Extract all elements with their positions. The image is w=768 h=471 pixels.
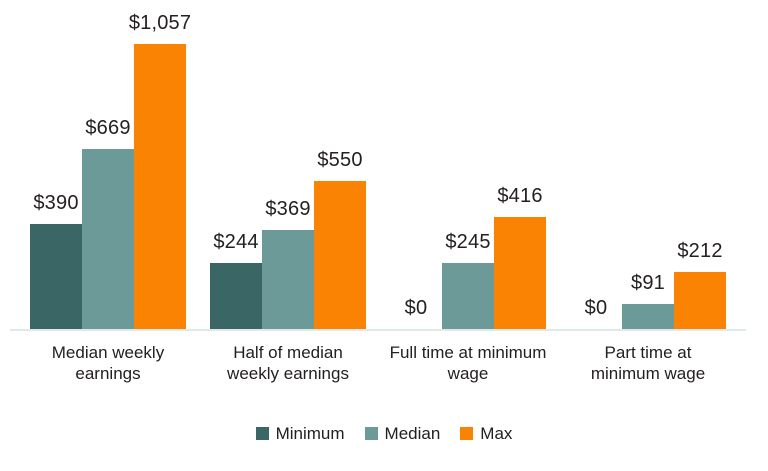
bar-cell: $245	[442, 2, 494, 329]
bar-median-half-of-median-weekly-earnings	[262, 230, 314, 329]
category-label-half-of-median-weekly-earnings: Half of median weekly earnings	[227, 343, 349, 383]
bar-minimum-half-of-median-weekly-earnings	[210, 263, 262, 329]
bar-cell: $0	[570, 2, 622, 329]
bar-value-label: $244	[213, 231, 259, 253]
legend-swatch-icon	[364, 427, 378, 440]
bar-value-label: $416	[497, 185, 543, 207]
bar-value-label: $669	[85, 117, 131, 139]
bar-value-label: $0	[404, 297, 428, 319]
bar-median-median-weekly-earnings	[82, 149, 134, 329]
legend-label: Max	[480, 424, 513, 443]
bar-group-full-time-at-minimum-wage: $0 $245 $416	[390, 2, 546, 329]
bar-value-label: $245	[445, 231, 491, 253]
bar-value-label: $0	[584, 297, 608, 319]
bar-cell: $669	[82, 2, 134, 329]
legend-label: Median	[384, 424, 441, 443]
bar-cell: $91	[622, 2, 674, 329]
legend-item-minimum: Minimum	[255, 424, 345, 443]
category-label-full-time-at-minimum-wage: Full time at minimum wage	[389, 343, 547, 383]
bar-median-part-time-at-minimum-wage	[622, 304, 674, 329]
bar-value-label: $390	[33, 192, 79, 214]
legend: Minimum Median Max	[0, 425, 768, 442]
category-label-part-time-at-minimum-wage: Part time at minimum wage	[590, 343, 706, 383]
bar-value-label: $91	[631, 272, 665, 294]
legend-swatch-icon	[255, 427, 269, 440]
bar-cell: $416	[494, 2, 546, 329]
x-axis-line	[10, 329, 746, 331]
bar-cell: $244	[210, 2, 262, 329]
bar-max-median-weekly-earnings	[134, 44, 186, 329]
bar-cell: $212	[674, 2, 726, 329]
plot-area: $390 $669 $1,057 $244 $369 $550 $0 $245 $416 $0 $9…	[10, 2, 746, 331]
bar-cell: $1,057	[129, 2, 191, 329]
bar-value-label: $212	[677, 240, 723, 262]
legend-item-max: Max	[460, 425, 512, 442]
bar-group-part-time-at-minimum-wage: $0 $91 $212	[570, 2, 726, 329]
legend-swatch-icon	[460, 427, 474, 440]
bar-cell: $390	[30, 2, 82, 329]
bar-value-label: $1,057	[128, 12, 192, 34]
bar-value-label: $550	[317, 149, 363, 171]
bar-group-half-of-median-weekly-earnings: $244 $369 $550	[210, 2, 366, 329]
bar-median-full-time-at-minimum-wage	[442, 263, 494, 329]
bar-minimum-median-weekly-earnings	[30, 224, 82, 329]
bar-group-median-weekly-earnings: $390 $669 $1,057	[30, 2, 191, 329]
bar-cell: $550	[314, 2, 366, 329]
bar-cell: $369	[262, 2, 314, 329]
legend-item-median: Median	[364, 424, 441, 443]
category-label-median-weekly-earnings: Median weekly earnings	[51, 343, 165, 383]
bar-max-full-time-at-minimum-wage	[494, 217, 546, 329]
bar-value-label: $369	[265, 198, 311, 220]
bar-max-part-time-at-minimum-wage	[674, 272, 726, 329]
legend-label: Minimum	[275, 424, 345, 443]
bar-max-half-of-median-weekly-earnings	[314, 181, 366, 329]
bar-cell: $0	[390, 2, 442, 329]
